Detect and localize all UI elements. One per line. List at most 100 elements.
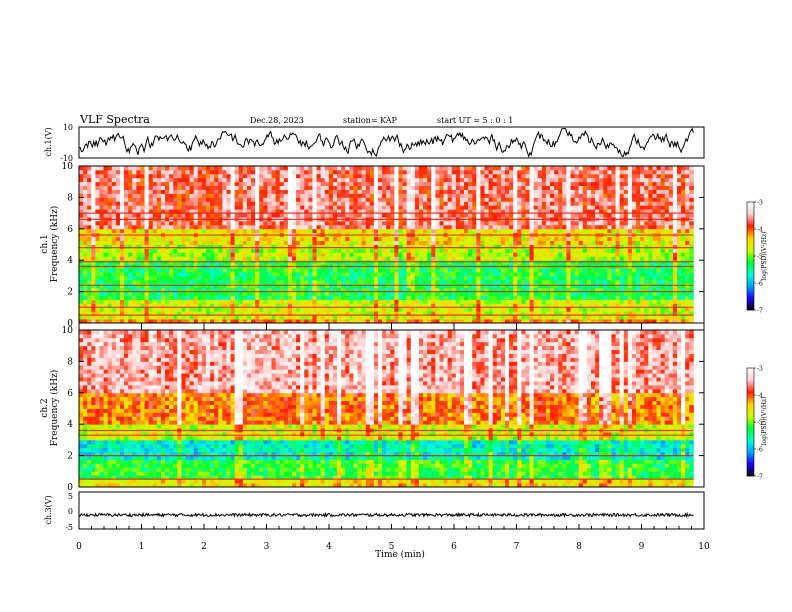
spectrogram-cell bbox=[631, 295, 637, 300]
spectrogram-cell bbox=[337, 248, 342, 253]
spectrogram-cell bbox=[574, 275, 580, 281]
spectrogram-cell bbox=[533, 209, 539, 214]
spectrogram-cell bbox=[427, 240, 432, 245]
spectrogram-cell bbox=[574, 209, 580, 214]
spectrogram-cell bbox=[656, 228, 662, 234]
spectrogram-cell bbox=[492, 224, 498, 230]
spectrogram-cell bbox=[386, 275, 391, 281]
spectrogram-cell bbox=[345, 319, 350, 324]
spectrogram-cell bbox=[91, 307, 96, 312]
spectrogram-cell bbox=[414, 287, 420, 293]
spectrogram-cell bbox=[521, 319, 526, 324]
spectrogram-cell bbox=[230, 213, 236, 218]
spectrogram-cell bbox=[115, 189, 121, 194]
spectrogram-cell bbox=[156, 252, 162, 257]
spectrogram-cell bbox=[648, 271, 653, 277]
spectrogram-cell bbox=[349, 315, 354, 320]
spectrogram-cell bbox=[115, 228, 121, 234]
spectrogram-cell bbox=[378, 275, 383, 281]
spectrogram-cell bbox=[349, 256, 354, 261]
spectrogram-cell bbox=[169, 252, 174, 257]
spectrogram-cell bbox=[472, 213, 477, 218]
spectrogram-cell bbox=[623, 228, 629, 234]
spectrogram-cell bbox=[660, 244, 666, 249]
spectrogram-cell bbox=[271, 205, 276, 210]
spectrogram-cell bbox=[345, 228, 350, 234]
spectrogram-cell bbox=[107, 197, 113, 202]
spectrogram-cell bbox=[193, 275, 199, 281]
spectrogram-cell bbox=[599, 256, 604, 261]
spectrogram-cell bbox=[431, 268, 436, 273]
spectrogram-cell bbox=[353, 244, 358, 249]
spectrogram-cell bbox=[300, 256, 305, 261]
spectrogram-cell bbox=[676, 209, 682, 214]
spectrogram-cell bbox=[259, 279, 264, 285]
spectrogram-cell bbox=[443, 311, 449, 316]
spectrogram-cell bbox=[472, 252, 477, 257]
spectrogram-cell bbox=[672, 271, 678, 277]
spectrogram-cell bbox=[689, 315, 694, 320]
spectrogram-cell bbox=[672, 209, 678, 214]
spectrogram-cell bbox=[103, 224, 109, 230]
spectrogram-cell bbox=[132, 224, 137, 230]
spectrogram-cell bbox=[328, 287, 334, 293]
spectrogram-cell bbox=[595, 291, 600, 296]
spectrogram-cell bbox=[611, 319, 616, 324]
spectrogram-cell bbox=[300, 205, 305, 210]
spectrogram-cell bbox=[103, 220, 109, 226]
spectrogram-cell bbox=[173, 213, 178, 218]
spectrogram-cell bbox=[611, 303, 616, 308]
spectrogram-cell bbox=[111, 256, 117, 261]
spectrogram-cell bbox=[173, 252, 178, 257]
spectrogram-cell bbox=[488, 205, 494, 210]
spectrogram-cell bbox=[525, 205, 530, 210]
spectrogram-cell bbox=[406, 271, 412, 277]
spectrogram-cell bbox=[230, 303, 236, 308]
spectrogram-cell bbox=[218, 279, 223, 285]
spectrogram-cell bbox=[230, 209, 236, 214]
spectrogram-cell bbox=[320, 213, 326, 218]
spectrogram-cell bbox=[570, 299, 575, 304]
spectrogram-cell bbox=[365, 244, 371, 249]
spectrogram-cell bbox=[496, 252, 502, 257]
spectrogram-cell bbox=[345, 307, 350, 312]
spectrogram-cell bbox=[595, 228, 600, 234]
spectrogram-cell bbox=[308, 271, 313, 277]
spectrogram-cell bbox=[332, 248, 338, 253]
spectrogram-cell bbox=[341, 220, 346, 226]
spectrogram-cell bbox=[656, 256, 662, 261]
spectrogram-cell bbox=[201, 271, 207, 277]
spectrogram-cell bbox=[308, 268, 313, 273]
spectrogram-cell bbox=[357, 193, 363, 198]
spectrogram-cell bbox=[652, 311, 657, 316]
spectrogram-cell bbox=[79, 201, 84, 206]
spectrogram-cell bbox=[418, 303, 424, 308]
spectrogram-cell bbox=[627, 205, 633, 210]
spectrogram-cell bbox=[79, 252, 84, 257]
spectrogram-cell bbox=[328, 303, 334, 308]
spectrogram-cell bbox=[590, 279, 596, 285]
spectrogram-cell bbox=[607, 307, 612, 312]
spectrogram-cell bbox=[132, 287, 137, 293]
spectrogram-cell bbox=[79, 279, 84, 285]
spectrogram-cell bbox=[267, 213, 272, 218]
spectrogram-cell bbox=[214, 201, 219, 206]
spectrogram-cell bbox=[87, 268, 92, 273]
spectrogram-cell bbox=[296, 307, 301, 312]
spectrogram-cell bbox=[99, 307, 104, 312]
spectrogram-cell bbox=[111, 236, 117, 241]
spectrogram-cell bbox=[246, 311, 252, 316]
spectrogram-cell bbox=[275, 299, 281, 304]
spectrogram-cell bbox=[128, 319, 133, 324]
spectrogram-cell bbox=[165, 287, 170, 293]
spectrogram-cell bbox=[79, 268, 84, 273]
spectrogram-cell bbox=[197, 299, 203, 304]
spectrogram-cell bbox=[341, 319, 346, 324]
spectrogram-cell bbox=[205, 311, 211, 316]
spectrogram-cell bbox=[603, 315, 608, 320]
spectrogram-cell bbox=[685, 279, 690, 285]
spectrogram-cell bbox=[636, 244, 641, 249]
spectrogram-cell bbox=[91, 311, 96, 316]
spectrogram-cell bbox=[672, 197, 678, 202]
spectrogram-cell bbox=[152, 303, 158, 308]
